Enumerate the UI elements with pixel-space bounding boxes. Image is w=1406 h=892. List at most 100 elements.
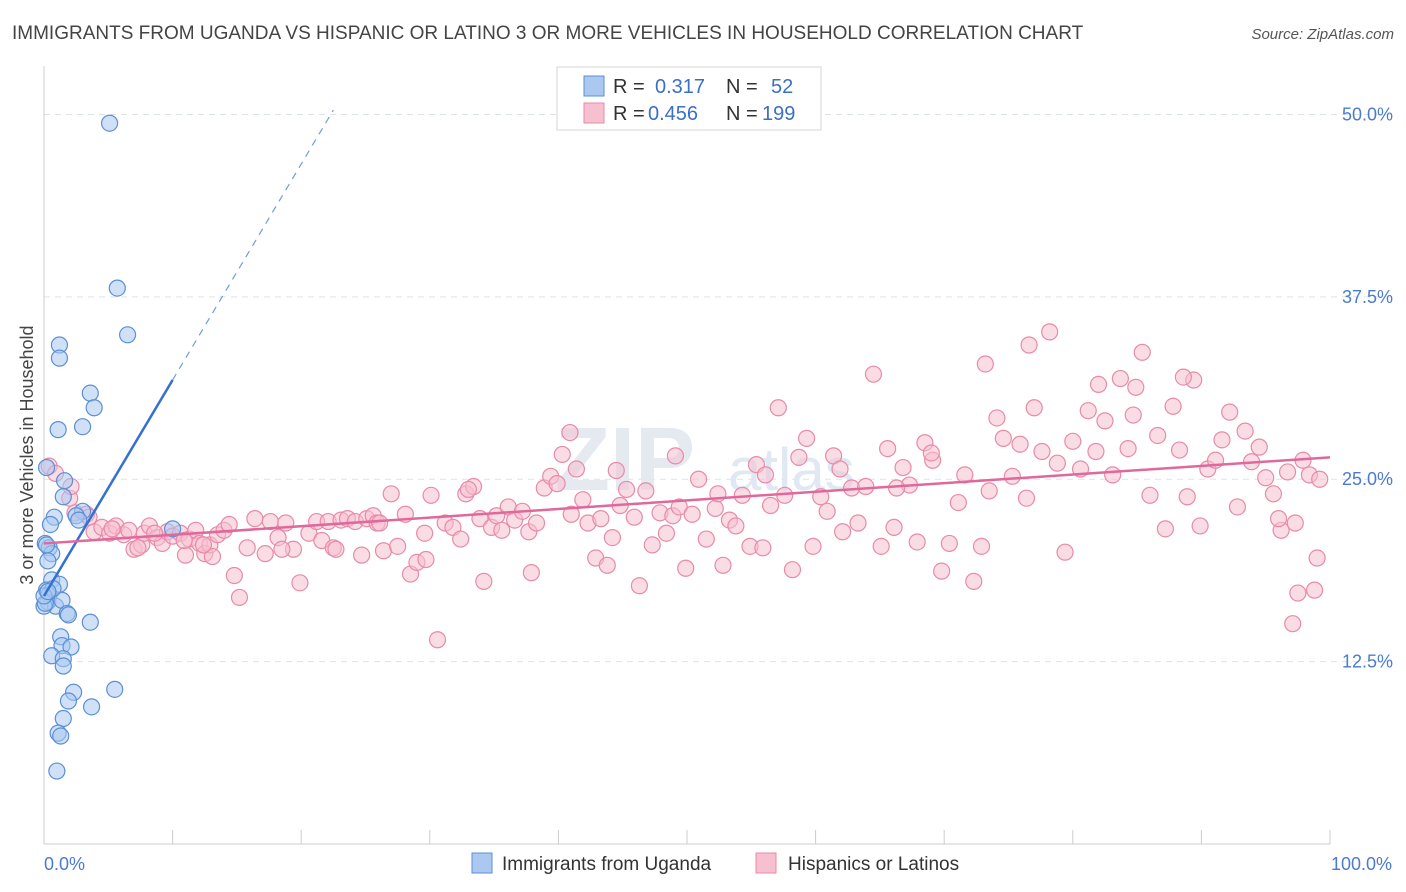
hispanics-point xyxy=(783,561,802,579)
hispanics-point xyxy=(831,460,849,478)
y-tick-label: 37.5% xyxy=(1342,287,1393,307)
x-tick-label-min: 0.0% xyxy=(44,854,85,874)
hispanics-point xyxy=(452,530,470,548)
hispanics-point xyxy=(1033,442,1051,461)
hispanics-point xyxy=(1119,439,1137,458)
hispanics-point xyxy=(603,528,622,547)
uganda-point xyxy=(85,399,103,417)
series-uganda-points xyxy=(35,114,182,780)
hispanics-point xyxy=(1278,463,1297,481)
hispanics-point xyxy=(857,477,875,496)
hispanics-point xyxy=(754,539,772,557)
hispanics-point xyxy=(1087,442,1105,461)
hispanics-point xyxy=(894,458,912,477)
trend-line-hispanics xyxy=(43,456,1331,545)
hispanics-point xyxy=(607,461,625,480)
hispanics-point xyxy=(1284,615,1302,633)
hispanics-point xyxy=(670,498,688,516)
uganda-point xyxy=(81,613,99,631)
hispanics-point xyxy=(617,480,636,499)
legend-r-value-hispanics: 0.456 xyxy=(648,103,698,125)
legend-swatch-uganda xyxy=(583,75,605,97)
hispanics-point xyxy=(1308,549,1326,567)
bottom-legend-swatch-uganda xyxy=(471,852,493,874)
hispanics-point xyxy=(129,539,147,557)
hispanics-point xyxy=(888,479,906,497)
hispanics-point xyxy=(291,574,309,592)
hispanics-point xyxy=(1286,514,1304,532)
hispanics-point xyxy=(804,537,822,555)
legend-n-label-hispanics: N = xyxy=(726,103,758,125)
hispanics-point xyxy=(1289,584,1307,602)
hispanics-point xyxy=(553,445,571,464)
hispanics-point xyxy=(145,524,164,542)
hispanics-point xyxy=(592,510,610,528)
uganda-point xyxy=(39,552,57,570)
x-axis-ticks xyxy=(43,830,1331,844)
hispanics-point xyxy=(885,518,903,536)
hispanics-point xyxy=(1079,402,1097,420)
hispanics-point xyxy=(818,502,836,520)
hispanics-point xyxy=(382,485,400,503)
hispanics-point xyxy=(637,482,655,500)
hispanics-point xyxy=(1003,467,1021,485)
uganda-point xyxy=(54,488,72,506)
hispanics-point xyxy=(834,523,852,541)
hispanics-point xyxy=(1020,336,1038,354)
x-tick-label-max: 100.0% xyxy=(1331,854,1392,874)
hispanics-point xyxy=(220,515,238,534)
hispanics-point xyxy=(548,475,566,493)
legend-r-label-uganda: R = xyxy=(613,76,645,98)
hispanics-point xyxy=(1170,441,1189,459)
uganda-point xyxy=(59,606,78,624)
hispanics-point xyxy=(598,556,616,574)
gridlines xyxy=(44,113,1392,663)
hispanics-point xyxy=(972,537,991,555)
hispanics-point xyxy=(493,521,511,539)
hispanics-point xyxy=(1178,488,1196,506)
hispanics-point xyxy=(643,536,661,554)
hispanics-point xyxy=(1089,375,1108,393)
hispanics-point xyxy=(1127,378,1145,396)
hispanics-point xyxy=(625,508,643,526)
hispanics-point xyxy=(1269,510,1288,528)
hispanics-point xyxy=(1025,399,1043,417)
hispanics-point xyxy=(1250,438,1268,456)
hispanics-point xyxy=(1133,343,1151,361)
y-tick-label: 50.0% xyxy=(1342,104,1393,124)
hispanics-point xyxy=(908,533,926,551)
legend-n-label-uganda: N = xyxy=(726,76,758,98)
hispanics-point xyxy=(527,514,546,532)
hispanics-point xyxy=(1111,369,1129,388)
uganda-point xyxy=(118,326,137,344)
hispanics-point xyxy=(994,429,1012,447)
hispanics-point xyxy=(1236,422,1254,440)
hispanics-point xyxy=(879,439,897,458)
hispanics-point xyxy=(677,559,695,577)
hispanics-point xyxy=(756,466,775,484)
hispanics-point xyxy=(1221,403,1239,421)
hispanics-point xyxy=(120,521,138,539)
hispanics-point xyxy=(176,546,195,564)
uganda-point xyxy=(37,458,56,477)
hispanics-point xyxy=(1156,520,1174,538)
hispanics-point xyxy=(1311,470,1329,488)
uganda-point xyxy=(81,384,99,402)
hispanics-point xyxy=(706,499,724,518)
hispanics-point xyxy=(988,409,1006,427)
legend-r-value-uganda: 0.317 xyxy=(655,76,705,98)
uganda-point xyxy=(106,680,124,698)
hispanics-point xyxy=(1124,406,1142,424)
hispanics-point xyxy=(417,550,435,569)
hispanics-point xyxy=(976,355,994,373)
legend-swatch-hispanics xyxy=(583,102,605,124)
hispanics-point xyxy=(1048,454,1066,472)
hispanics-point xyxy=(790,448,808,466)
uganda-point xyxy=(54,709,72,728)
hispanics-point xyxy=(949,493,967,512)
hispanics-point xyxy=(666,447,685,465)
y-tick-labels: 12.5% 25.0% 37.5% 50.0% xyxy=(1342,104,1393,671)
uganda-point xyxy=(70,511,88,529)
hispanics-point xyxy=(761,496,780,515)
hispanics-point xyxy=(1041,323,1059,341)
